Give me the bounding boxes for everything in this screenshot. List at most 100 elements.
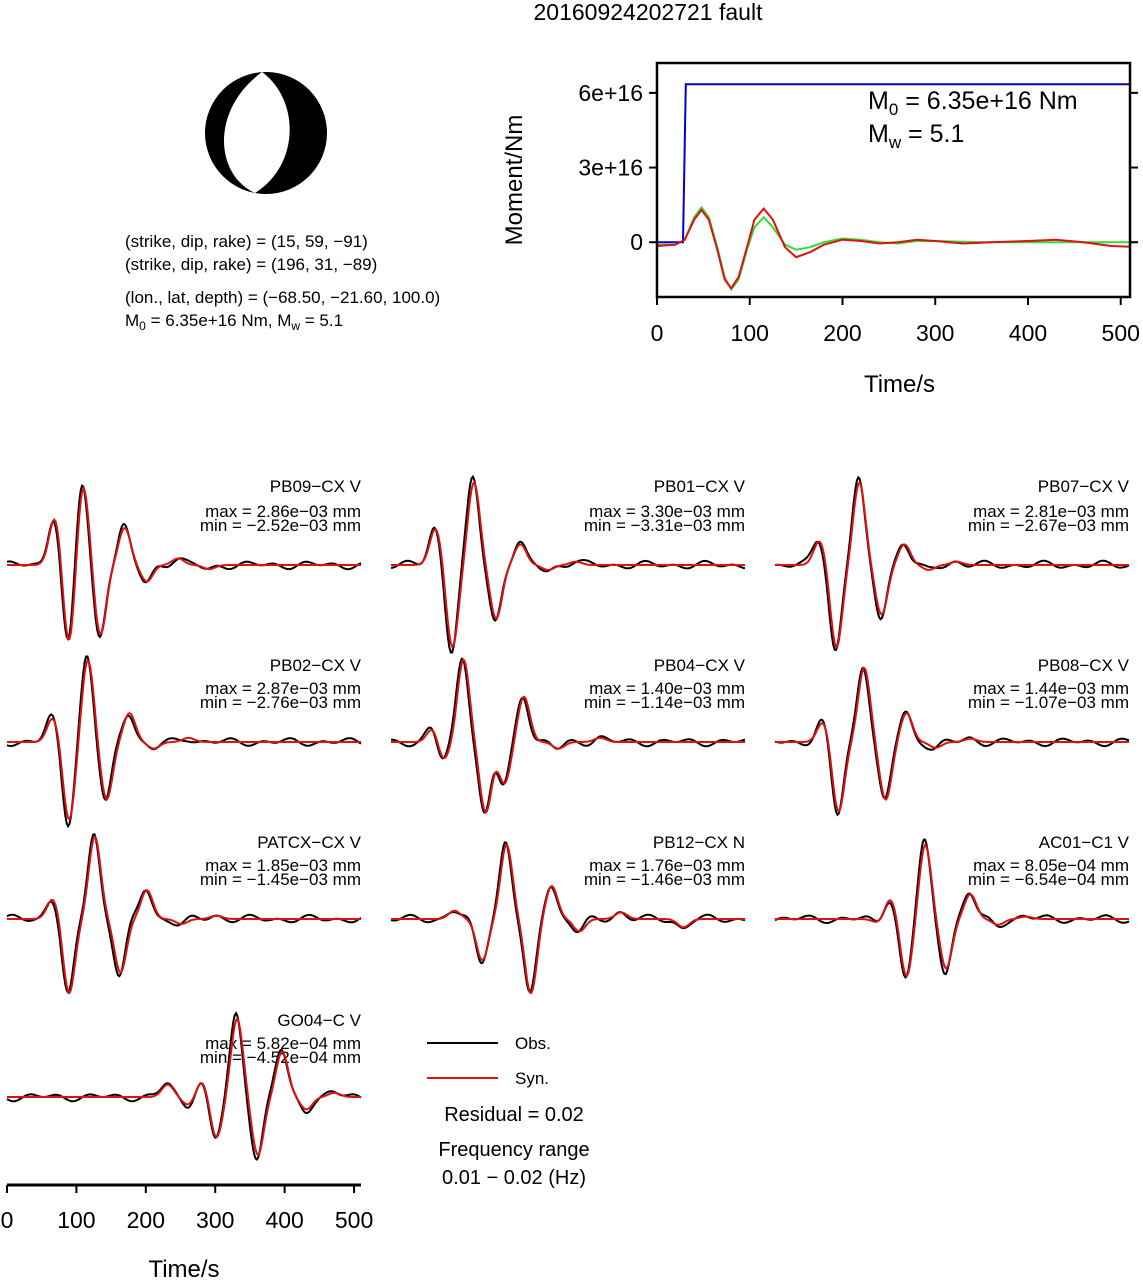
beachball-dilatation (223, 72, 290, 193)
station-min: min = −3.31e−03 mm (584, 516, 745, 535)
m0-annotation-subscript: 0 (889, 100, 898, 119)
moment-series-1 (657, 205, 1130, 292)
moment-plot-frame (655, 61, 1132, 299)
nodal-plane-2: (strike, dip, rake) = (196, 31, −89) (125, 255, 377, 274)
waveform-time-axis: 0 100 200 300 400 500 Time/s (1, 1183, 373, 1281)
synthetic-trace (7, 658, 361, 821)
station-min: min = −2.76e−03 mm (200, 693, 361, 712)
moment-xtick-label: 200 (823, 320, 861, 346)
m0-annotation-label: M (868, 87, 889, 115)
synthetic-trace (391, 481, 745, 648)
station-max: max = 1.40e−03 mm (589, 679, 745, 698)
station-name: PB02−CX V (270, 656, 362, 675)
station-name: GO04−C V (277, 1011, 361, 1030)
wave-xtick-label: 500 (335, 1207, 373, 1233)
mw-annotation-subscript: w (888, 133, 902, 152)
station-name: PB12−CX N (653, 833, 745, 852)
m0-annotation-value: = 6.35e+16 Nm (898, 87, 1077, 115)
synthetic-trace (775, 481, 1129, 649)
location-depth: (lon., lat, depth) = (−68.50, −21.60, 10… (125, 288, 440, 307)
station-name: PB07−CX V (1038, 477, 1130, 496)
frequency-title: Frequency range (438, 1139, 589, 1161)
station-max: max = 2.87e−03 mm (205, 679, 361, 698)
mw-annotation-value: = 5.1 (901, 120, 964, 148)
wave-xtick-label: 300 (196, 1207, 234, 1233)
station-max: max = 5.82e−04 mm (205, 1034, 361, 1053)
station-name: PATCX−CX V (257, 833, 361, 852)
moment-ytick-label: 6e+16 (578, 80, 643, 106)
moment-xtick-label: 300 (916, 320, 954, 346)
mw-subscript: w (290, 319, 300, 333)
station-min: min = −1.46e−03 mm (584, 870, 745, 889)
station-min: min = −4.52e−04 mm (200, 1048, 361, 1067)
synthetic-trace (7, 834, 361, 995)
station-min: min = −1.14e−03 mm (584, 693, 745, 712)
station-name: PB08−CX V (1038, 656, 1130, 675)
wave-xtick-label: 400 (265, 1207, 303, 1233)
synthetic-trace (7, 485, 361, 641)
synthetic-trace (391, 843, 745, 995)
nodal-plane-1: (strike, dip, rake) = (15, 59, −91) (125, 232, 368, 251)
beachball (205, 72, 327, 194)
observed-trace (6, 833, 362, 995)
legend: Obs. Syn. Residual = 0.02 Frequency rang… (427, 1034, 590, 1189)
moment-xtick-label: 0 (651, 320, 664, 346)
station-name: PB01−CX V (654, 477, 746, 496)
m0-value: = 6.35e+16 Nm, M (146, 311, 292, 330)
station-min: min = −2.52e−03 mm (200, 516, 361, 535)
station-name: PB04−CX V (654, 656, 746, 675)
station-min: min = −2.67e−03 mm (968, 516, 1129, 535)
moment-xtick-label: 400 (1009, 320, 1047, 346)
station-max: max = 1.76e−03 mm (589, 856, 745, 875)
station-min: min = −6.54e−04 mm (968, 870, 1129, 889)
observed-trace (774, 666, 1130, 817)
wave-xtick-label: 0 (1, 1207, 14, 1233)
legend-syn-label: Syn. (515, 1069, 549, 1088)
observed-trace (6, 655, 362, 829)
wave-xlabel: Time/s (148, 1256, 219, 1281)
moment-ytick-label: 3e+16 (578, 155, 643, 181)
station-max: max = 3.30e−03 mm (589, 502, 745, 521)
magnitude-line: M0 = 6.35e+16 Nm, Mw = 5.1 (125, 311, 343, 333)
wave-xtick-label: 100 (57, 1207, 95, 1233)
moment-xtick-label: 500 (1102, 320, 1140, 346)
station-min: min = −1.45e−03 mm (200, 870, 361, 889)
synthetic-trace (391, 658, 745, 814)
mw-annotation: Mw = 5.1 (868, 120, 964, 152)
figure-title: 20160924202721 fault (534, 0, 764, 25)
station-max: max = 2.86e−03 mm (205, 502, 361, 521)
frequency-range: 0.01 − 0.02 (Hz) (442, 1167, 586, 1189)
moment-xlabel: Time/s (864, 371, 935, 398)
event-info: (strike, dip, rake) = (15, 59, −91) (str… (125, 232, 440, 333)
moment-xtick-label: 100 (731, 320, 769, 346)
station-max: max = 1.85e−03 mm (205, 856, 361, 875)
mw-value: = 5.1 (300, 311, 343, 330)
moment-annotation: M0 = 6.35e+16 Nm Mw = 5.1 (868, 87, 1078, 152)
observed-trace (6, 1011, 362, 1161)
observed-trace (390, 474, 746, 654)
station-max: max = 2.81e−03 mm (973, 502, 1129, 521)
moment-ytick-label: 0 (630, 229, 643, 255)
m0-annotation: M0 = 6.35e+16 Nm (868, 87, 1078, 119)
synthetic-trace (775, 843, 1129, 978)
station-name: AC01−C1 V (1039, 833, 1130, 852)
synthetic-trace (775, 666, 1129, 814)
legend-obs-label: Obs. (515, 1034, 551, 1053)
station-max: max = 8.05e−04 mm (973, 856, 1129, 875)
station-name: PB09−CX V (270, 477, 362, 496)
moment-series-0 (657, 83, 1130, 244)
moment-rate-plot: 0 100 200 300 400 500 0 3e+16 6e+16 Time/s Moment/… (501, 61, 1140, 398)
moment-ylabel: Moment/Nm (501, 115, 528, 246)
moment-series-2 (656, 207, 1131, 291)
